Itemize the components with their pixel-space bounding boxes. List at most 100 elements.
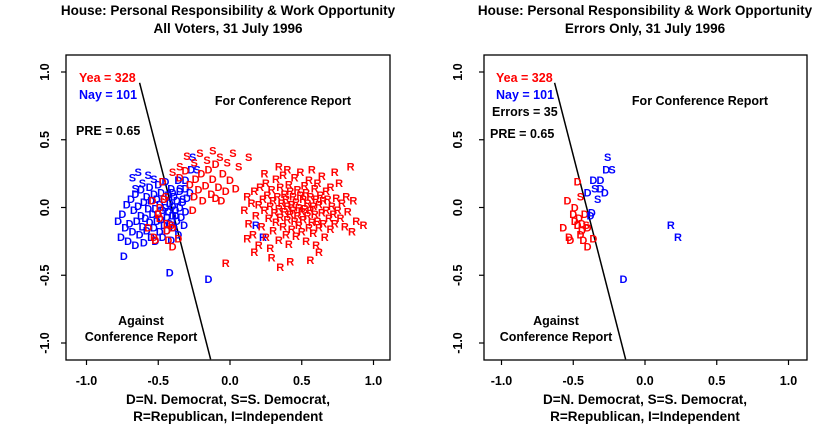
- data-point-nay-S: S: [139, 178, 146, 190]
- data-point-yea-R: R: [306, 255, 314, 267]
- data-point-nay-D: D: [166, 219, 174, 231]
- data-point-yea-R: R: [272, 174, 280, 186]
- data-point-nay-S: S: [129, 172, 136, 184]
- data-point-nay-D: D: [130, 205, 138, 217]
- data-point-yea-D: D: [576, 229, 584, 241]
- data-point-yea-R: R: [304, 198, 312, 210]
- data-point-yea-R: R: [285, 239, 293, 251]
- data-point-nay-D: D: [150, 189, 158, 201]
- y-tick-label: -0.5: [38, 264, 52, 286]
- data-point-nay-D: D: [160, 220, 168, 232]
- data-point-yea-D: D: [212, 193, 220, 205]
- data-point-yea-R: R: [286, 257, 294, 269]
- data-point-nay-D: D: [131, 240, 139, 252]
- data-point-yea-R: R: [315, 247, 323, 259]
- yea-count-label: Yea = 328: [496, 71, 553, 85]
- data-point-yea-D: D: [575, 213, 583, 225]
- errors-count-label: Errors = 35: [492, 105, 558, 119]
- y-tick-label: -0.5: [451, 264, 465, 286]
- data-point-yea-D: D: [150, 232, 158, 244]
- data-point-nay-D: D: [169, 210, 177, 222]
- data-point-yea-R: R: [292, 231, 300, 243]
- against-label-line1: Against: [118, 314, 165, 328]
- data-point-nay-D: D: [588, 208, 596, 220]
- y-tick-label: 1.0: [451, 63, 465, 80]
- data-point-yea-R: R: [311, 183, 319, 195]
- data-point-yea-R: R: [243, 233, 251, 245]
- data-point-yea-R: R: [299, 194, 307, 206]
- data-point-yea-D: D: [154, 209, 162, 221]
- data-point-nay-D: D: [166, 198, 174, 210]
- panel-left: House: Personal Responsibility & Work Op…: [38, 3, 396, 424]
- x-tick-label: 0.0: [636, 374, 653, 388]
- data-point-yea-R: R: [265, 213, 273, 225]
- data-point-yea-R: R: [255, 200, 263, 212]
- data-point-nay-R: R: [259, 232, 267, 244]
- x-tick-label: -1.0: [491, 374, 513, 388]
- data-point-yea-R: R: [245, 219, 253, 231]
- against-label-line2: Conference Report: [500, 330, 613, 344]
- data-point-nay-D: D: [127, 194, 135, 206]
- data-point-yea-R: R: [308, 164, 316, 176]
- data-point-yea-D: D: [579, 235, 587, 247]
- data-point-yea-D: D: [163, 219, 171, 231]
- data-point-yea-D: D: [199, 196, 207, 208]
- data-point-yea-S: S: [196, 148, 203, 160]
- data-point-yea-R: R: [260, 168, 268, 180]
- data-point-yea-R: R: [279, 221, 287, 233]
- data-point-yea-D: D: [574, 220, 582, 232]
- x-axis-label-line1: D=N. Democrat, S=S. Democrat,: [126, 392, 330, 407]
- data-point-nay-D: D: [182, 183, 190, 195]
- data-point-yea-R: R: [359, 220, 367, 232]
- data-point-nay-S: S: [608, 164, 615, 176]
- data-point-yea-S: S: [223, 158, 230, 170]
- data-point-yea-R: R: [275, 204, 283, 216]
- panel-left-plot-area: -1.0 -0.5 0.0 0.5 1.0-1.0-0.50.00.51.0DDDDDD…: [38, 54, 391, 388]
- x-tick-label: -1.0: [76, 374, 98, 388]
- data-point-nay-D: D: [123, 200, 131, 212]
- data-point-nay-D: D: [171, 205, 179, 217]
- data-point-yea-R: R: [344, 206, 352, 218]
- data-point-nay-D: D: [156, 200, 164, 212]
- data-point-nay-D: D: [153, 216, 161, 228]
- data-point-nay-D: D: [146, 217, 154, 229]
- data-point-yea-R: R: [281, 206, 289, 218]
- data-point-nay-D: D: [170, 191, 178, 203]
- data-point-yea-R: R: [285, 179, 293, 191]
- panel-right: House: Personal Responsibility & Work Op…: [451, 3, 813, 424]
- data-point-nay-D: D: [179, 197, 187, 209]
- data-point-yea-R: R: [240, 205, 248, 217]
- data-point-nay-S: S: [150, 174, 157, 186]
- data-point-nay-D: D: [126, 219, 134, 231]
- data-point-yea-R: R: [282, 229, 290, 241]
- data-point-yea-R: R: [315, 223, 323, 235]
- data-point-nay-D: D: [174, 229, 182, 241]
- data-point-nay-S: S: [132, 183, 139, 195]
- data-point-yea-R: R: [322, 186, 330, 198]
- data-point-yea-S: S: [190, 158, 197, 170]
- data-point-yea-D: D: [160, 194, 168, 206]
- data-point-yea-R: R: [335, 178, 343, 190]
- data-point-yea-R: R: [292, 197, 300, 209]
- data-point-nay-D: D: [153, 194, 161, 206]
- data-point-nay-D: D: [204, 274, 212, 286]
- data-point-yea-D: D: [217, 196, 225, 208]
- data-point-nay-S: S: [176, 183, 183, 195]
- data-point-yea-R: R: [314, 216, 322, 228]
- panel-right-title-line2: Errors Only, 31 July 1996: [565, 21, 726, 36]
- y-tick-label: 0.5: [451, 131, 465, 148]
- data-point-yea-D: D: [589, 233, 597, 245]
- data-point-yea-R: R: [308, 217, 316, 229]
- data-point-yea-D: D: [564, 196, 572, 208]
- data-point-nay-D: D: [619, 274, 627, 286]
- data-point-yea-R: R: [275, 162, 283, 174]
- data-point-yea-R: R: [286, 209, 294, 221]
- nay-count-label: Nay = 101: [496, 88, 554, 102]
- data-point-nay-D: D: [121, 223, 129, 235]
- data-point-yea-D: D: [212, 159, 220, 171]
- data-point-nay-D: D: [167, 235, 175, 247]
- data-point-yea-D: D: [204, 164, 212, 176]
- data-point-nay-D: D: [118, 209, 126, 221]
- against-label-line2: Conference Report: [85, 330, 198, 344]
